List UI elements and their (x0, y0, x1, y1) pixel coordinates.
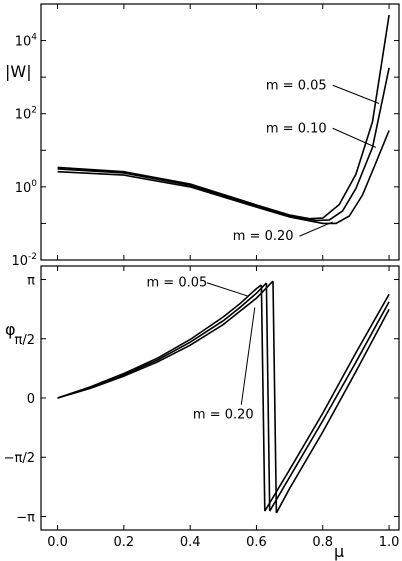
top-curve-m020 (57, 130, 390, 225)
bottom-y-tick-label: −π/2 (4, 451, 35, 466)
bottom-annotation-label: m = 0.05 (147, 276, 208, 291)
bottom-x-ticks: 0.0 0.2 0.4 0.6 0.8 1.0 (47, 266, 399, 550)
top-y-tick-label: 102 (15, 106, 37, 123)
top-annotation-leader (332, 127, 376, 148)
top-curves (57, 14, 390, 225)
bottom-plot-frame (40, 265, 400, 531)
top-y-tick-label: 10-2 (11, 252, 37, 269)
bottom-y-tick-label: π (27, 274, 35, 289)
bottom-annotation-label: m = 0.20 (193, 408, 254, 423)
bottom-annotation-leader (240, 307, 256, 405)
bottom-curve-m010 (57, 282, 390, 512)
top-y-ticks: 10-2 100 102 104 (11, 3, 399, 269)
top-annotation-leader (299, 221, 333, 237)
bottom-x-tick-label: 0.6 (246, 535, 267, 550)
bottom-x-tick-label: 0.8 (312, 535, 333, 550)
bottom-panel-phase: φ μ π π/2 0 −π/2 −π 0.0 0.2 0.4 0.6 0.8 1.0 m = 0… (4, 265, 400, 561)
bottom-y-ticks: π π/2 0 −π/2 −π (4, 274, 399, 525)
bottom-x-tick-label: 0.4 (180, 535, 201, 550)
bottom-x-tick-label: 0.0 (47, 535, 68, 550)
top-curve-m010 (57, 67, 390, 222)
top-annotation-leader (332, 84, 380, 104)
bottom-x-axis-label: μ (334, 542, 344, 561)
top-annotations: m = 0.05 m = 0.10 m = 0.20 (233, 78, 380, 244)
bottom-annotations: m = 0.05 m = 0.20 (147, 276, 256, 423)
top-annotation-label: m = 0.05 (266, 78, 327, 93)
top-y-axis-label: |W| (5, 62, 32, 81)
bottom-y-tick-label: 0 (27, 392, 35, 407)
top-y-tick-label: 104 (15, 33, 38, 50)
top-curve-m005 (57, 14, 390, 220)
bottom-y-tick-label: −π (16, 510, 35, 525)
bottom-x-tick-label: 1.0 (379, 535, 400, 550)
bottom-y-tick-label: π/2 (15, 333, 35, 348)
top-annotation-label: m = 0.10 (266, 121, 327, 136)
top-annotation-label: m = 0.20 (233, 229, 294, 244)
bottom-curves (57, 280, 390, 514)
bottom-annotation-leader (206, 282, 249, 297)
top-y-tick-label: 100 (15, 179, 38, 196)
top-plot-frame (40, 3, 400, 261)
bottom-x-tick-label: 0.2 (114, 535, 135, 550)
bottom-curve-m005 (57, 284, 390, 512)
bottom-curve-m020 (57, 280, 390, 514)
bottom-y-axis-label: φ (5, 320, 16, 339)
